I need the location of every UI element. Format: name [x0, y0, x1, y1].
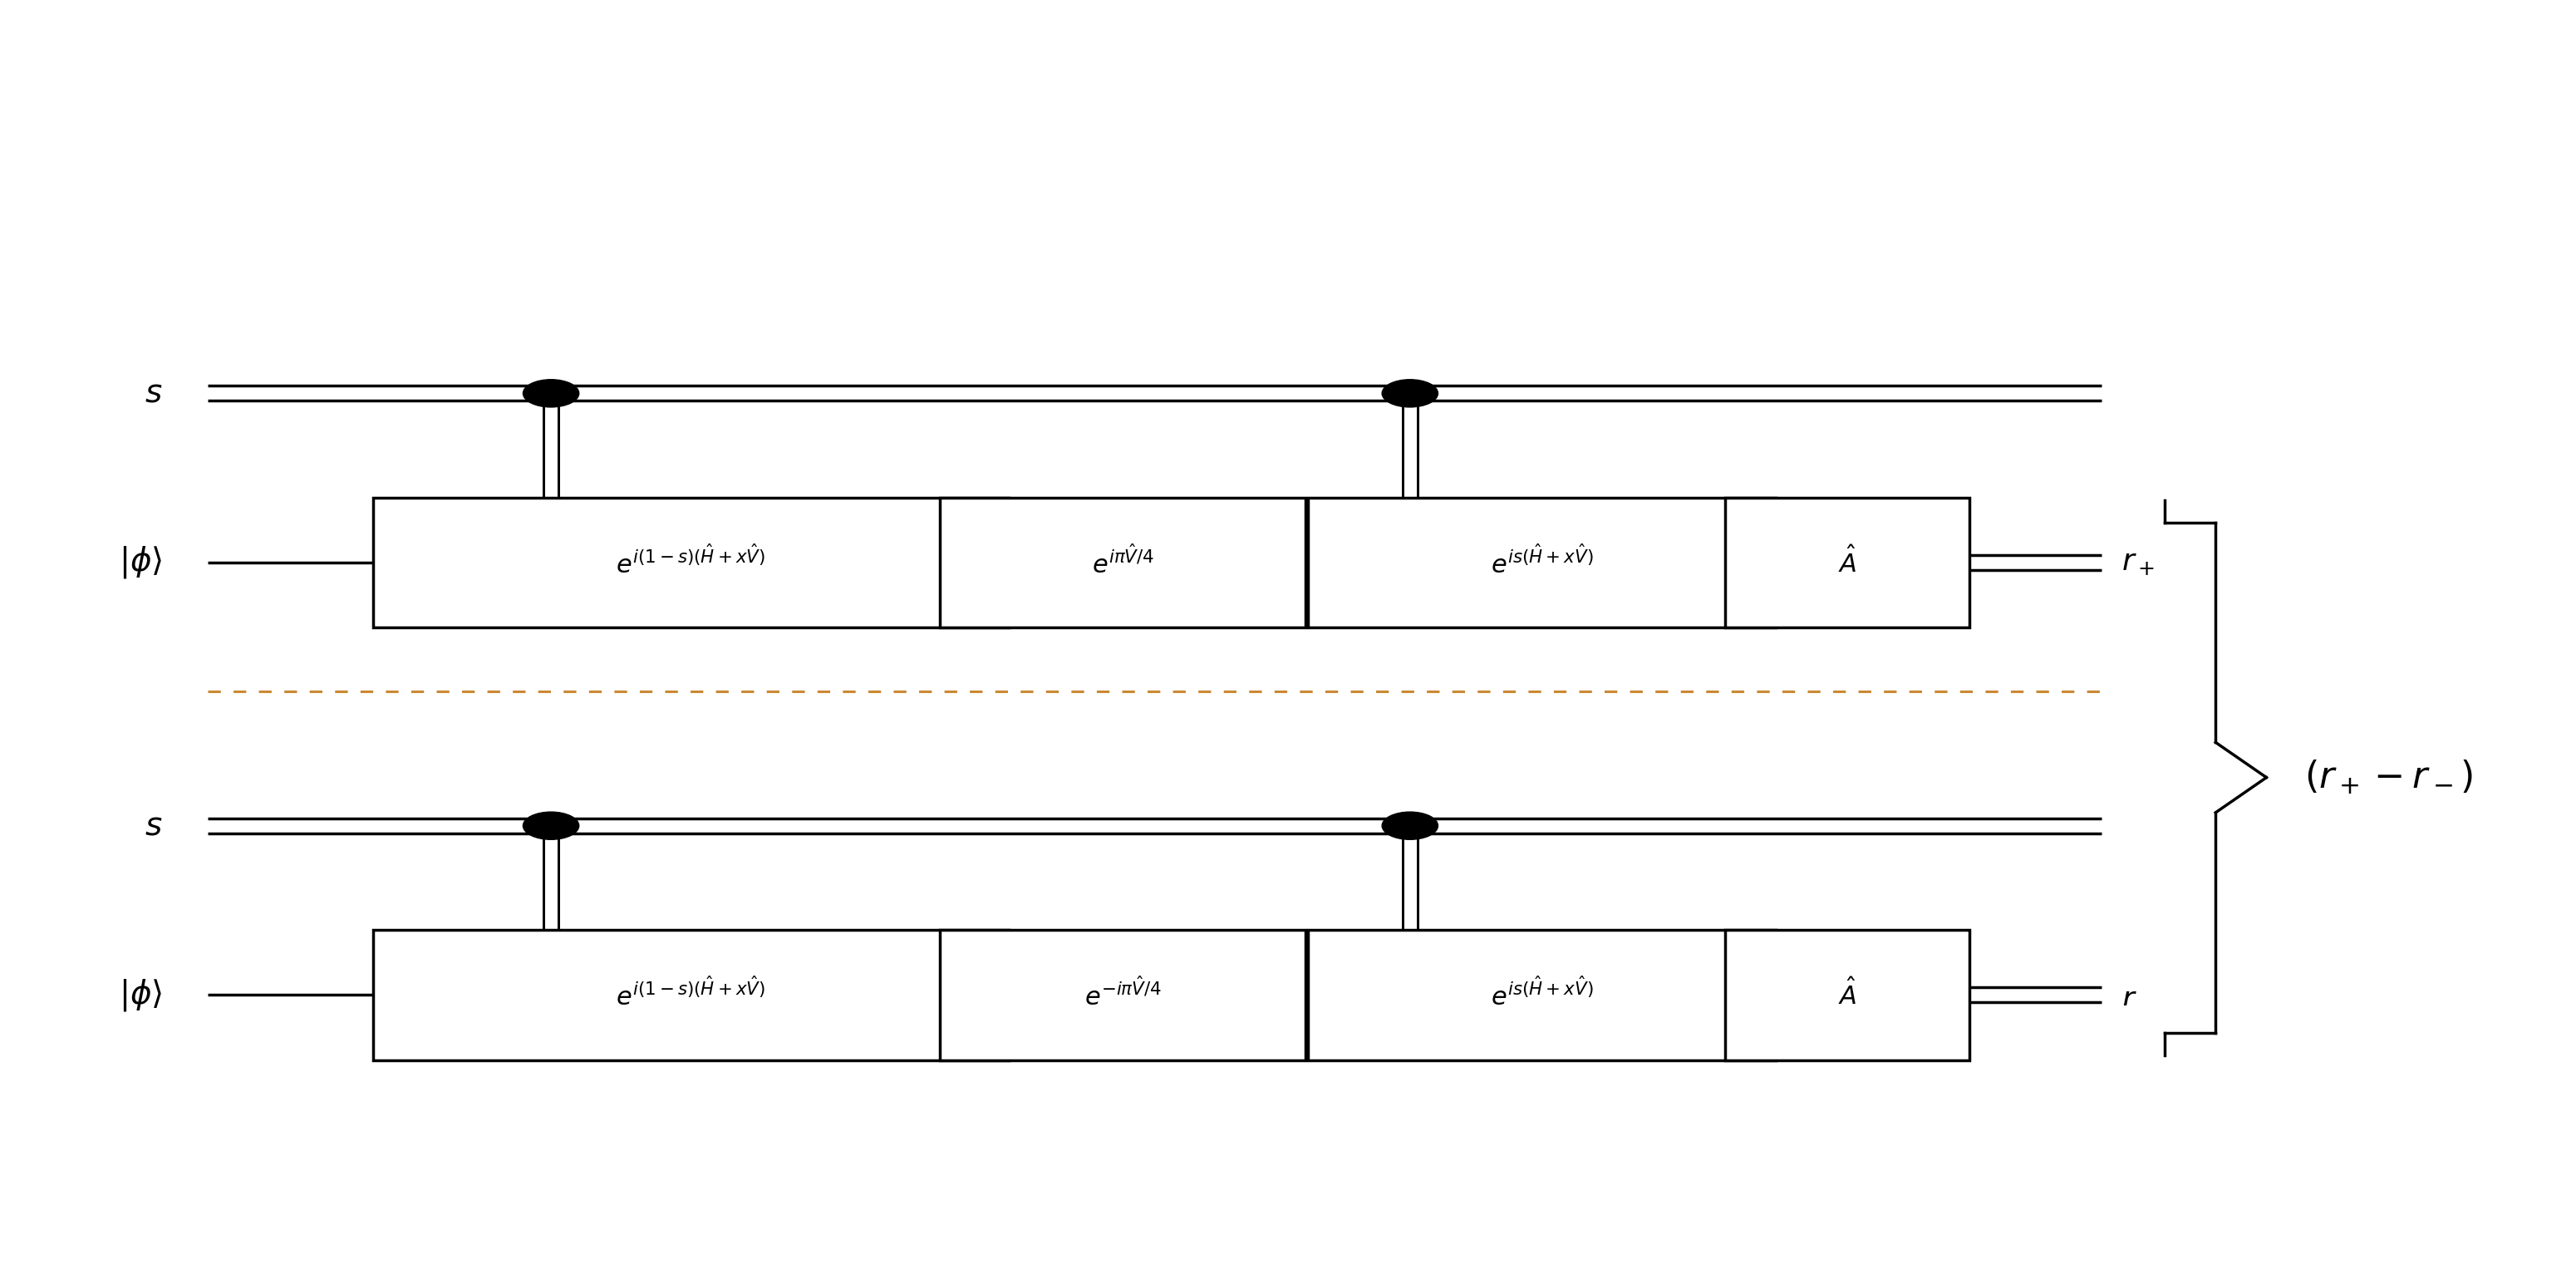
Text: $r_-$: $r_-$	[2123, 981, 2156, 1009]
Text: $e^{i\pi\hat{V}/4}$: $e^{i\pi\hat{V}/4}$	[1092, 546, 1154, 578]
Text: $s$: $s$	[144, 810, 162, 841]
FancyBboxPatch shape	[940, 930, 1306, 1060]
Text: $(r_+ - r_-)$: $(r_+ - r_-)$	[2306, 759, 2473, 796]
FancyBboxPatch shape	[1726, 930, 1968, 1060]
FancyBboxPatch shape	[374, 497, 1007, 627]
Text: $\hat{A}$: $\hat{A}$	[1837, 979, 1857, 1011]
Circle shape	[523, 380, 580, 407]
FancyBboxPatch shape	[940, 497, 1306, 627]
Text: $|\phi\rangle$: $|\phi\rangle$	[118, 545, 162, 581]
FancyBboxPatch shape	[374, 930, 1007, 1060]
FancyBboxPatch shape	[1726, 497, 1968, 627]
Circle shape	[1383, 811, 1437, 840]
Circle shape	[1383, 380, 1437, 407]
Text: $e^{-i\pi\hat{V}/4}$: $e^{-i\pi\hat{V}/4}$	[1084, 979, 1162, 1011]
FancyBboxPatch shape	[1309, 930, 1775, 1060]
FancyBboxPatch shape	[1309, 497, 1775, 627]
Text: $r_+$: $r_+$	[2123, 549, 2156, 577]
Text: $e^{is(\hat{H}+x\hat{V})}$: $e^{is(\hat{H}+x\hat{V})}$	[1492, 979, 1595, 1011]
Circle shape	[523, 811, 580, 840]
Text: $e^{i(1-s)(\hat{H}+x\hat{V})}$: $e^{i(1-s)(\hat{H}+x\hat{V})}$	[616, 546, 765, 578]
Text: $|\phi\rangle$: $|\phi\rangle$	[118, 978, 162, 1012]
Text: $s$: $s$	[144, 377, 162, 408]
Text: $\hat{A}$: $\hat{A}$	[1837, 547, 1857, 578]
Text: $e^{i(1-s)(\hat{H}+x\hat{V})}$: $e^{i(1-s)(\hat{H}+x\hat{V})}$	[616, 979, 765, 1011]
Text: $e^{is(\hat{H}+x\hat{V})}$: $e^{is(\hat{H}+x\hat{V})}$	[1492, 546, 1595, 578]
